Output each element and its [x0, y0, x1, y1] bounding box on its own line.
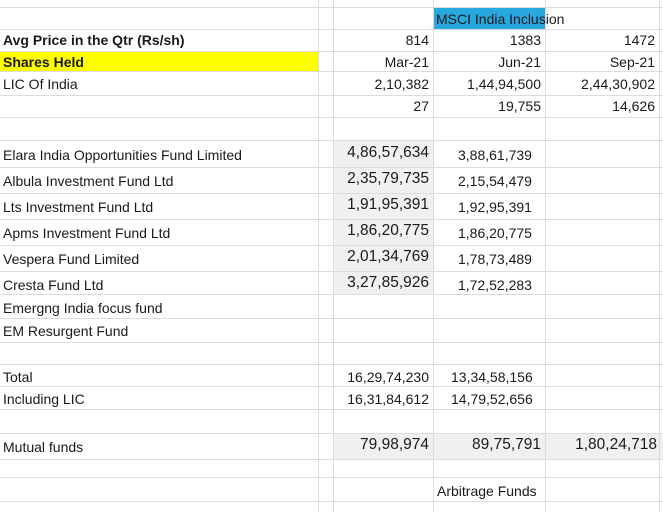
mutual-funds-mar: 79,98,974 [360, 436, 429, 453]
fund-jun-value: 2,15,54,479 [458, 173, 532, 189]
fund-jun-value: 1,92,95,391 [458, 199, 532, 215]
fund-name: Vespera Fund Limited [3, 251, 140, 267]
total-jun: 13,34,58,156 [451, 369, 533, 385]
including-lic-jun: 14,79,52,656 [451, 391, 533, 407]
fund-mar-value: 3,27,85,926 [347, 274, 429, 291]
fund-name: Lts Investment Fund Ltd [3, 199, 154, 215]
fund-mar-value: 2,35,79,735 [347, 170, 429, 187]
fund-mar-value: 4,86,57,634 [347, 144, 429, 161]
fund-value-shade [333, 140, 433, 294]
including-lic-label: Including LIC [3, 391, 85, 407]
including-lic-mar: 16,31,84,612 [347, 391, 429, 407]
quarter-mar: Mar-21 [384, 54, 429, 70]
shares-held-highlight [0, 51, 318, 71]
fund-name: Elara India Opportunities Fund Limited [3, 147, 242, 163]
mutual-funds-sep: 1,80,24,718 [575, 436, 657, 453]
fund-name: EM Resurgent Fund [3, 323, 129, 339]
total-label: Total [3, 369, 33, 385]
fund-jun-value: 3,88,61,739 [458, 147, 532, 163]
fund-jun-value: 1,86,20,775 [458, 225, 532, 241]
total-mar: 16,29,74,230 [347, 369, 429, 385]
fund-name: Cresta Fund Ltd [3, 277, 104, 293]
arbitrage-funds-label: Arbitrage Funds [437, 483, 537, 499]
lic-row2-sep: 14,626 [612, 98, 655, 114]
fund-jun-value: 1,72,52,283 [458, 277, 532, 293]
fund-name: Albula Investment Fund Ltd [3, 173, 174, 189]
lic-sep: 2,44,30,902 [581, 76, 655, 92]
msci-highlight [433, 8, 545, 29]
mutual-funds-shade [333, 433, 663, 459]
mutual-funds-jun: 89,75,791 [472, 436, 541, 453]
lic-row2-jun: 19,755 [498, 98, 541, 114]
fund-name: Emergng India focus fund [3, 300, 163, 316]
shares-held-label: Shares Held [3, 54, 84, 70]
quarter-jun: Jun-21 [498, 54, 541, 70]
avg-price-sep: 1472 [623, 32, 655, 48]
lic-mar: 2,10,382 [374, 76, 430, 92]
quarter-sep: Sep-21 [609, 54, 655, 70]
fund-mar-value: 1,86,20,775 [347, 222, 429, 239]
avg-price-jun: 1383 [509, 32, 541, 48]
lic-row2-mar: 27 [413, 98, 429, 114]
lic-jun: 1,44,94,500 [467, 76, 541, 92]
avg-price-mar: 814 [405, 32, 429, 48]
fund-jun-value: 1,78,73,489 [458, 251, 532, 267]
mutual-funds-label: Mutual funds [3, 439, 84, 455]
lic-label: LIC Of India [3, 76, 78, 92]
avg-price-label: Avg Price in the Qtr (Rs/sh) [3, 32, 185, 48]
msci-india-inclusion-label: MSCI India Inclusion [436, 11, 565, 27]
fund-mar-value: 1,91,95,391 [347, 196, 429, 213]
fund-name: Apms Investment Fund Ltd [3, 225, 171, 241]
fund-mar-value: 2,01,34,769 [347, 248, 429, 265]
